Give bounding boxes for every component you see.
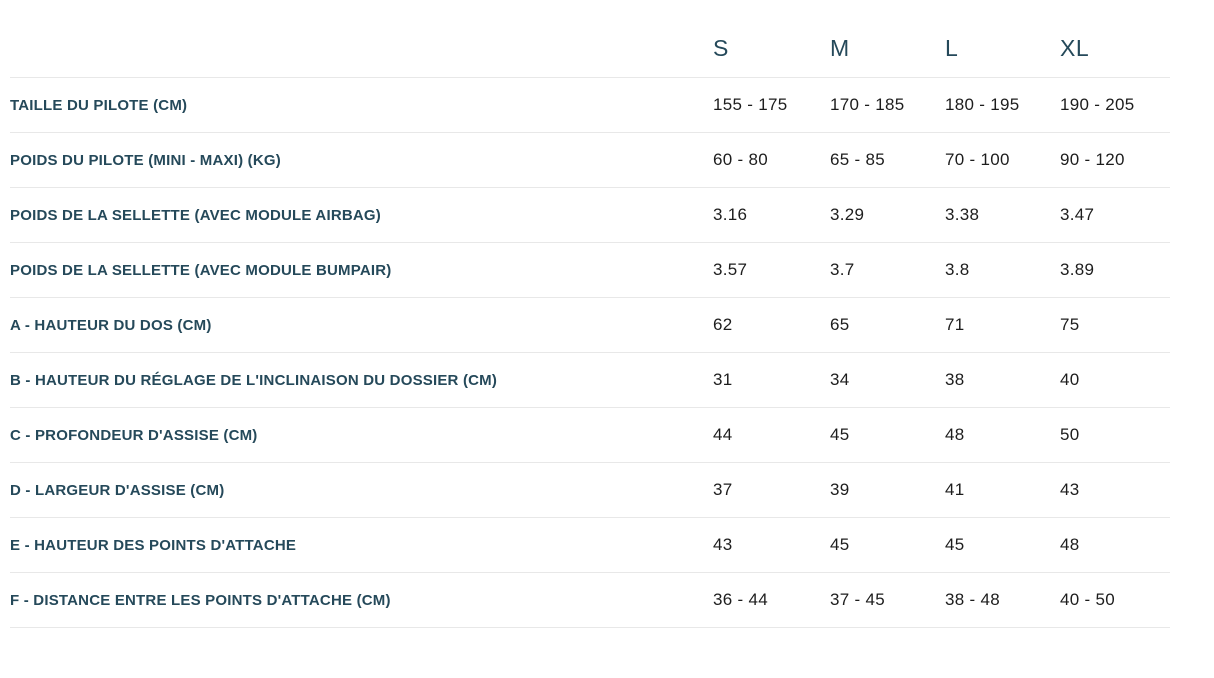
cell-value: 48 xyxy=(945,425,965,444)
cell-value: 3.89 xyxy=(1060,260,1095,279)
cell-value: 3.38 xyxy=(945,205,980,224)
cell-value: 3.29 xyxy=(830,205,865,224)
row-label: A - HAUTEUR DU DOS (CM) xyxy=(10,316,212,334)
table-row: POIDS DE LA SELLETTE (AVEC MODULE BUMPAI… xyxy=(10,243,1170,298)
cell-value: 3.8 xyxy=(945,260,970,279)
cell-value: 43 xyxy=(713,535,733,554)
cell-value: 90 - 120 xyxy=(1060,150,1125,169)
table-row: F - DISTANCE ENTRE LES POINTS D'ATTACHE … xyxy=(10,573,1170,628)
cell-value: 75 xyxy=(1060,315,1080,334)
cell-value: 71 xyxy=(945,315,965,334)
cell-value: 62 xyxy=(713,315,733,334)
row-label: POIDS DU PILOTE (MINI - MAXI) (KG) xyxy=(10,151,281,169)
cell-value: 36 - 44 xyxy=(713,590,769,609)
size-header-s: S xyxy=(713,35,729,61)
cell-value: 3.16 xyxy=(713,205,748,224)
size-header-row: S M L XL xyxy=(10,20,1170,78)
cell-value: 39 xyxy=(830,480,850,499)
row-label: B - HAUTEUR DU RÉGLAGE DE L'INCLINAISON … xyxy=(10,371,498,389)
cell-value: 50 xyxy=(1060,425,1080,444)
table-row: E - HAUTEUR DES POINTS D'ATTACHE 43 45 45 4… xyxy=(10,518,1170,573)
cell-value: 45 xyxy=(830,425,850,444)
cell-value: 37 - 45 xyxy=(830,590,886,609)
cell-value: 31 xyxy=(713,370,733,389)
cell-value: 155 - 175 xyxy=(713,95,788,114)
row-label: D - LARGEUR D'ASSISE (CM) xyxy=(10,481,225,499)
cell-value: 44 xyxy=(713,425,733,444)
cell-value: 3.57 xyxy=(713,260,748,279)
cell-value: 170 - 185 xyxy=(830,95,905,114)
cell-value: 190 - 205 xyxy=(1060,95,1135,114)
row-label: POIDS DE LA SELLETTE (AVEC MODULE BUMPAI… xyxy=(10,261,392,279)
spec-table: S M L XL TAILLE DU PILOTE (CM) 155 - 175 170… xyxy=(10,20,1170,628)
cell-value: 70 - 100 xyxy=(945,150,1010,169)
cell-value: 41 xyxy=(945,480,965,499)
cell-value: 45 xyxy=(830,535,850,554)
table-row: TAILLE DU PILOTE (CM) 155 - 175 170 - 185… xyxy=(10,78,1170,133)
cell-value: 45 xyxy=(945,535,965,554)
size-header-m: M xyxy=(830,35,850,61)
cell-value: 38 - 48 xyxy=(945,590,1001,609)
cell-value: 34 xyxy=(830,370,850,389)
table-row: POIDS DU PILOTE (MINI - MAXI) (KG) 60 - … xyxy=(10,133,1170,188)
cell-value: 48 xyxy=(1060,535,1080,554)
size-header-l: L xyxy=(945,35,959,61)
table-row: C - PROFONDEUR D'ASSISE (CM) 44 45 48 50 xyxy=(10,408,1170,463)
cell-value: 40 - 50 xyxy=(1060,590,1116,609)
table-row: A - HAUTEUR DU DOS (CM) 62 65 71 75 xyxy=(10,298,1170,353)
cell-value: 38 xyxy=(945,370,965,389)
cell-value: 3.7 xyxy=(830,260,855,279)
row-label: POIDS DE LA SELLETTE (AVEC MODULE AIRBAG… xyxy=(10,206,381,224)
row-label: TAILLE DU PILOTE (CM) xyxy=(10,96,188,114)
cell-value: 3.47 xyxy=(1060,205,1095,224)
row-label: C - PROFONDEUR D'ASSISE (CM) xyxy=(10,426,258,444)
cell-value: 180 - 195 xyxy=(945,95,1020,114)
row-label: E - HAUTEUR DES POINTS D'ATTACHE xyxy=(10,536,297,554)
cell-value: 65 - 85 xyxy=(830,150,886,169)
size-header-xl: XL xyxy=(1060,35,1090,61)
cell-value: 65 xyxy=(830,315,850,334)
cell-value: 43 xyxy=(1060,480,1080,499)
table-row: D - LARGEUR D'ASSISE (CM) 37 39 41 43 xyxy=(10,463,1170,518)
table-row: POIDS DE LA SELLETTE (AVEC MODULE AIRBAG… xyxy=(10,188,1170,243)
cell-value: 37 xyxy=(713,480,733,499)
row-label: F - DISTANCE ENTRE LES POINTS D'ATTACHE … xyxy=(10,591,391,609)
cell-value: 60 - 80 xyxy=(713,150,769,169)
cell-value: 40 xyxy=(1060,370,1080,389)
table-row: B - HAUTEUR DU RÉGLAGE DE L'INCLINAISON … xyxy=(10,353,1170,408)
